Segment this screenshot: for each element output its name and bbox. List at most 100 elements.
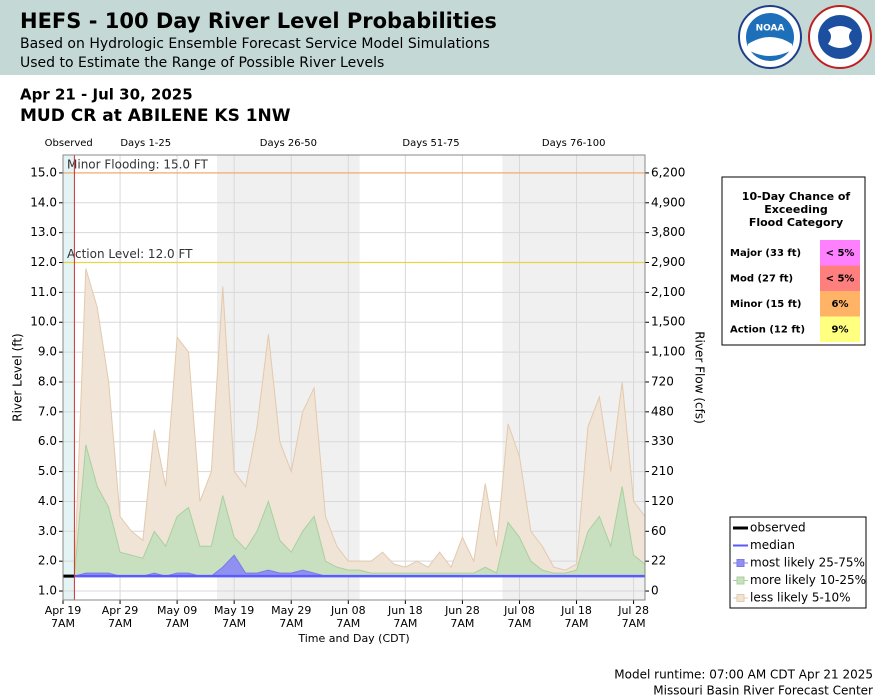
y-tick-label: 3.0 [38, 524, 57, 538]
x-tick-label: Jun 08 [330, 604, 366, 617]
table-category: Minor (15 ft) [730, 299, 801, 310]
x-tick-label: 7AM [565, 617, 589, 630]
x-tick-label: Jul 28 [617, 604, 649, 617]
table-chance: < 5% [826, 274, 855, 285]
x-tick-label: Jun 18 [387, 604, 423, 617]
table-chance: 6% [832, 299, 849, 310]
x-tick-label: Jul 18 [560, 604, 592, 617]
chance-cell [820, 316, 860, 342]
x-tick-label: Apr 29 [102, 604, 139, 617]
table-category: Mod (27 ft) [730, 274, 793, 285]
y2-tick-label: 2,900 [651, 255, 685, 269]
date-range: Apr 21 - Jul 30, 2025 [20, 86, 193, 104]
table-category: Major (33 ft) [730, 248, 801, 259]
y2-tick-label: 2,100 [651, 285, 685, 299]
x-tick-label: 7AM [51, 617, 75, 630]
x-tick-label: Jun 28 [444, 604, 480, 617]
table-title: 10-Day Chance of [742, 190, 851, 203]
x-tick-label: May 09 [157, 604, 197, 617]
logo-text: NOAA [756, 24, 785, 34]
threshold-label: Action Level: 12.0 FT [67, 247, 193, 261]
x-tick-label: 7AM [222, 617, 246, 630]
y-tick-label: 15.0 [30, 165, 57, 179]
forecast-center: Missouri Basin River Forecast Center [653, 684, 873, 698]
table-chance: < 5% [826, 248, 855, 259]
x-tick-label: May 19 [214, 604, 254, 617]
y-tick-label: 12.0 [30, 255, 57, 269]
y2-tick-label: 22 [651, 554, 666, 568]
y2-tick-label: 1,100 [651, 345, 685, 359]
x-tick-label: Jul 08 [503, 604, 535, 617]
y2-tick-label: 330 [651, 434, 674, 448]
chance-cell [820, 265, 860, 291]
legend-label: less likely 5-10% [750, 591, 851, 605]
y2-tick-label: 60 [651, 524, 666, 538]
y-tick-label: 8.0 [38, 374, 57, 388]
y2-tick-label: 120 [651, 494, 674, 508]
legend-label: most likely 25-75% [750, 556, 865, 570]
legend-swatch [736, 559, 745, 567]
x-tick-label: May 29 [271, 604, 311, 617]
y-tick-label: 11.0 [30, 285, 57, 299]
table-title: Flood Category [749, 216, 843, 229]
period-label: Days 51-75 [402, 138, 459, 149]
subtitle: Based on Hydrologic Ensemble Forecast Se… [20, 36, 490, 52]
x-axis-label: Time and Day (CDT) [297, 632, 409, 645]
y-axis-label: River Level (ft) [11, 333, 25, 421]
period-label: Days 76-100 [542, 138, 606, 149]
period-label: Days 26-50 [260, 138, 317, 149]
chance-cell [820, 240, 860, 266]
table-chance: 9% [832, 325, 849, 336]
location: MUD CR at ABILENE KS 1NW [20, 106, 291, 126]
period-label: Observed [45, 138, 93, 149]
legend-swatch [736, 576, 745, 585]
x-tick-label: 7AM [108, 617, 132, 630]
period-label: Days 1-25 [120, 138, 171, 149]
chance-cell [820, 291, 860, 317]
legend [729, 516, 867, 609]
x-tick-label: 7AM [279, 617, 303, 630]
y2-tick-label: 210 [651, 464, 674, 478]
y-tick-label: 7.0 [38, 404, 57, 418]
y-tick-label: 13.0 [30, 225, 57, 239]
x-tick-label: 7AM [336, 617, 360, 630]
nws-logo [808, 5, 872, 69]
header-band [0, 0, 875, 75]
x-tick-label: 7AM [450, 617, 474, 630]
table-title: Exceeding [764, 203, 827, 216]
legend-label: more likely 10-25% [750, 573, 866, 587]
y2-tick-label: 1,500 [651, 315, 685, 329]
y2-tick-label: 3,800 [651, 225, 685, 239]
threshold-label: Minor Flooding: 15.0 FT [67, 157, 209, 171]
plot-frame [62, 154, 646, 601]
table-category: Action (12 ft) [730, 325, 805, 336]
y-tick-label: 9.0 [38, 345, 57, 359]
legend-label: observed [750, 521, 806, 535]
y2-tick-label: 6,200 [651, 165, 685, 179]
period-shade [63, 155, 75, 600]
x-tick-label: 7AM [622, 617, 646, 630]
legend-label: median [750, 538, 795, 552]
y2-tick-label: 0 [651, 584, 659, 598]
title: HEFS - 100 Day River Level Probabilities [20, 9, 497, 33]
y2-tick-label: 4,900 [651, 195, 685, 209]
y2-tick-label: 480 [651, 404, 674, 418]
y-tick-label: 1.0 [38, 584, 57, 598]
x-tick-label: 7AM [507, 617, 531, 630]
y-tick-label: 4.0 [38, 494, 57, 508]
y2-axis-label: River Flow (cfs) [693, 331, 707, 424]
legend-swatch [736, 594, 745, 602]
x-tick-label: 7AM [393, 617, 417, 630]
subtitle: Used to Estimate the Range of Possible R… [20, 55, 384, 71]
y-tick-label: 14.0 [30, 195, 57, 209]
x-tick-label: 7AM [165, 617, 189, 630]
x-tick-label: Apr 19 [45, 604, 82, 617]
y-tick-label: 10.0 [30, 315, 57, 329]
y-tick-label: 5.0 [38, 464, 57, 478]
runtime: Model runtime: 07:00 AM CDT Apr 21 2025 [614, 668, 873, 682]
noaa-logo: NOAA [738, 5, 802, 69]
y2-tick-label: 720 [651, 374, 674, 388]
y-tick-label: 2.0 [38, 554, 57, 568]
y-tick-label: 6.0 [38, 434, 57, 448]
